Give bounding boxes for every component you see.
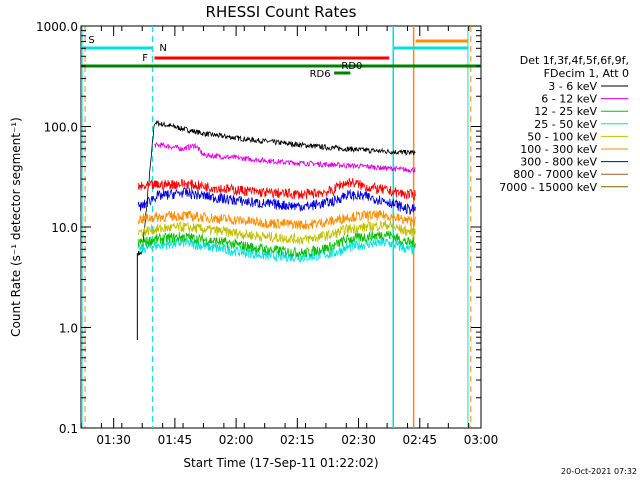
x-axis-label: Start Time (17-Sep-11 01:22:02) [183,456,378,470]
legend-label: 50 - 100 keV [527,130,597,143]
legend-header-line-1: Det 1f,3f,4f,5f,6f,9f, [520,54,629,67]
annotation-s: S [88,35,94,46]
series-12-25-kev [137,230,416,258]
legend-label: 7000 - 15000 keV [499,181,597,194]
x-tick-label: 02:00 [219,433,254,447]
timestamp: 20-Oct-2021 07:32 [561,467,637,476]
x-tick-label: 01:30 [96,433,131,447]
legend-label: 800 - 7000 keV [513,168,597,181]
series-300-800-kev [137,186,416,216]
series-50-100-kev [138,220,416,246]
series-red-trace [137,177,416,201]
y-axis: 1000.0 100.0 10.0 1.0 0.1 [36,20,481,436]
legend-header-line-2: FDecim 1, Att 0 [544,67,629,80]
chart-title: RHESSI Count Rates [206,3,357,21]
y-tick-label: 1.0 [59,322,78,336]
y-axis-label: Count Rate (s⁻¹ detector segment⁻¹) [9,117,23,337]
x-tick-label: 02:15 [280,433,315,447]
series-group [136,120,416,341]
attenuator-state-markers: S NF RD0 RD6 [81,26,481,428]
annotation-rd0: RD0 [341,61,362,72]
legend-label: 12 - 25 keV [534,105,597,118]
legend: Det 1f,3f,4f,5f,6f,9f, FDecim 1, Att 0 3… [499,54,629,194]
annotation-f: F [142,53,148,64]
y-tick-label: 0.1 [59,422,78,436]
annotation-rd6: RD6 [310,69,331,80]
y-tick-label: 100.0 [44,121,78,135]
annotation-n: N [159,43,166,54]
legend-label: 6 - 12 keV [541,93,597,106]
legend-label: 300 - 800 keV [520,156,597,169]
y-tick-label: 1000.0 [36,20,78,34]
series-6-12-kev [154,141,416,174]
x-axis: 01:30 01:45 02:00 02:15 02:30 02:45 03:00 [80,26,499,447]
y-tick-label: 10.0 [51,221,78,235]
series-100-300-kev [137,209,416,230]
legend-label: 3 - 6 keV [548,80,597,93]
plot-frame [80,25,482,429]
x-tick-label: 02:45 [402,433,437,447]
series-3-6-kev [137,120,416,256]
legend-label: 25 - 50 keV [534,118,597,131]
x-tick-label: 02:30 [341,433,376,447]
legend-label: 100 - 300 keV [520,143,597,156]
x-tick-label: 03:00 [464,433,499,447]
x-tick-label: 01:45 [158,433,193,447]
